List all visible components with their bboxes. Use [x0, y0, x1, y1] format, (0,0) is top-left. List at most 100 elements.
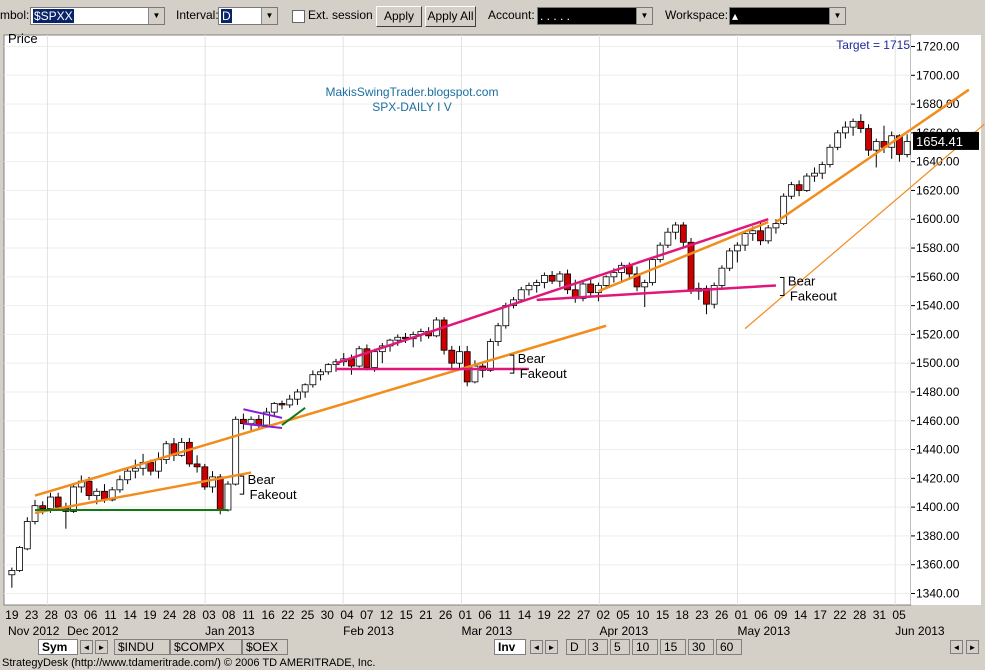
candle-body — [679, 224, 687, 243]
workspace-combo[interactable]: ▴ ▼ — [729, 7, 846, 25]
candle-body — [93, 490, 101, 497]
prev-tab-button[interactable]: ◄ — [80, 640, 93, 654]
candle-body — [448, 349, 456, 364]
workspace-value[interactable]: ▴ — [732, 9, 739, 23]
candle-body — [54, 496, 62, 508]
trendline — [34, 471, 252, 515]
x-tick-label: 11 — [242, 608, 255, 622]
symbol-combo[interactable]: $SPXX ▼ — [30, 7, 165, 25]
candle-body — [193, 463, 201, 468]
candle-body — [710, 285, 718, 305]
x-tick-label: 01 — [459, 608, 473, 622]
chevron-down-icon[interactable]: ▼ — [636, 8, 652, 24]
candle-body — [533, 282, 541, 286]
candle-body — [633, 273, 641, 288]
candle-body — [224, 483, 232, 511]
x-tick-label: 19 — [5, 608, 19, 622]
workspace-label: Workspace: — [665, 8, 729, 22]
bottom-tab-bar: Sym ◄ ► $INDU $COMPX $OEX Inv ◄ ► D 3 5 … — [0, 637, 985, 657]
next-tab-button[interactable]: ► — [95, 640, 108, 654]
next-interval-button[interactable]: ► — [545, 640, 558, 654]
scroll-right-button[interactable]: ► — [966, 640, 979, 654]
ext-session-checkbox[interactable] — [292, 10, 305, 23]
x-tick-label: 02 — [597, 608, 611, 622]
y-tick-label: 1680.00 — [916, 97, 960, 111]
x-tick-label: 07 — [360, 608, 374, 622]
symbol-value[interactable]: $SPXX — [33, 9, 74, 23]
chevron-down-icon[interactable]: ▼ — [148, 8, 164, 24]
apply-all-button[interactable]: Apply All — [425, 6, 476, 27]
interval-tab-30[interactable]: 30 — [688, 639, 714, 655]
x-tick-label: 04 — [340, 608, 354, 622]
x-tick-label: 05 — [892, 608, 906, 622]
prev-interval-button[interactable]: ◄ — [530, 640, 543, 654]
account-combo[interactable]: . . . . . ▼ — [537, 7, 653, 25]
candle-body — [687, 241, 695, 292]
interval-tab-3[interactable]: 3 — [588, 639, 608, 655]
scroll-left-button[interactable]: ◄ — [950, 640, 963, 654]
interval-tab-d[interactable]: D — [566, 639, 586, 655]
trendline — [536, 284, 777, 302]
chevron-down-icon[interactable]: ▼ — [829, 8, 845, 24]
chevron-down-icon[interactable]: ▼ — [261, 8, 277, 24]
candle-body — [178, 441, 186, 456]
x-tick-label: 09 — [774, 608, 788, 622]
candle-body — [741, 233, 749, 246]
candle-body — [672, 224, 680, 233]
trendline — [597, 220, 769, 293]
tab-inv[interactable]: Inv — [494, 639, 526, 655]
x-tick-label: 14 — [518, 608, 532, 622]
month-label: Jun 2013 — [895, 624, 945, 637]
candle-body — [780, 195, 788, 224]
candle-body — [787, 184, 795, 197]
y-tick-label: 1500.00 — [916, 356, 960, 370]
interval-tab-10[interactable]: 10 — [632, 639, 658, 655]
candle-body — [826, 146, 834, 165]
status-bar-text: StrategyDesk (http://www.tdameritrade.co… — [2, 657, 376, 669]
candle-body — [718, 267, 726, 286]
account-value[interactable]: . . . . . — [540, 9, 571, 23]
candle-body — [70, 486, 78, 512]
x-tick-label: 30 — [321, 608, 335, 622]
candle-body — [47, 496, 54, 509]
x-tick-label: 22 — [833, 608, 847, 622]
interval-tab-60[interactable]: 60 — [716, 639, 742, 655]
interval-label: Interval: — [176, 8, 219, 22]
last-price-label: 1654.41 — [916, 134, 963, 149]
x-tick-label: 28 — [853, 608, 867, 622]
candle-body — [16, 547, 23, 571]
month-label: Nov 2012 — [8, 624, 60, 637]
x-tick-label: 25 — [301, 608, 315, 622]
tab-indu[interactable]: $INDU — [114, 639, 170, 655]
candle-body — [872, 141, 880, 151]
interval-tab-5[interactable]: 5 — [610, 639, 630, 655]
x-tick-label: 18 — [676, 608, 690, 622]
apply-button[interactable]: Apply — [376, 6, 422, 27]
plot-area — [3, 34, 912, 606]
price-chart[interactable]: 1340.00 1360.00 1380.00 1400.00 1420.00 1440.… — [0, 32, 985, 637]
watermark-text: MakisSwingTrader.blogspot.com — [326, 85, 499, 99]
candle-body — [124, 470, 132, 481]
candle-body — [209, 476, 216, 488]
candle-body — [162, 443, 170, 461]
x-tick-label: 19 — [538, 608, 552, 622]
candle-body — [8, 570, 16, 576]
candle-body — [486, 341, 494, 371]
interval-tab-15[interactable]: 15 — [660, 639, 686, 655]
x-tick-label: 28 — [45, 608, 59, 622]
tab-oex[interactable]: $OEX — [242, 639, 288, 655]
month-label: Mar 2013 — [461, 624, 512, 637]
candle-body — [540, 274, 548, 283]
interval-value[interactable]: D — [221, 9, 232, 23]
candle-body — [309, 374, 317, 386]
candle-body — [849, 120, 857, 128]
tab-compx[interactable]: $COMPX — [170, 639, 242, 655]
target-label: Target = 1715 — [836, 38, 910, 52]
candle-body — [803, 175, 811, 191]
x-tick-label: 14 — [794, 608, 808, 622]
candle-body — [108, 489, 116, 501]
interval-combo[interactable]: D ▼ — [218, 7, 278, 25]
candle-body — [757, 230, 764, 242]
tab-sym[interactable]: Sym — [38, 639, 78, 655]
candle-body — [147, 462, 155, 472]
